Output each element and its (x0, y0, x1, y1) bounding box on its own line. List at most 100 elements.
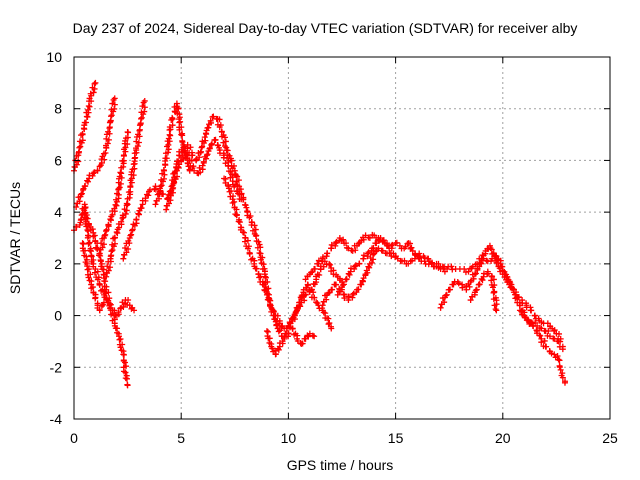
data-point (136, 127, 143, 134)
data-point (108, 112, 115, 119)
data-point (122, 137, 129, 144)
data-point (328, 325, 335, 332)
data-point (364, 250, 371, 257)
data-point (324, 250, 331, 257)
data-point (172, 176, 179, 183)
data-point (94, 245, 101, 252)
data-point (499, 267, 506, 274)
data-point (79, 137, 86, 144)
data-point (109, 247, 116, 254)
data-point (85, 109, 92, 116)
data-point (112, 201, 119, 208)
data-point (319, 302, 326, 309)
data-point (366, 264, 373, 271)
data-point (121, 351, 128, 358)
data-point (158, 182, 165, 189)
data-point (253, 238, 260, 245)
data-point (336, 275, 343, 282)
data-point (421, 254, 428, 261)
data-point (184, 160, 191, 167)
data-point (233, 212, 240, 219)
data-point (165, 200, 172, 207)
data-point (212, 137, 219, 144)
data-point (167, 197, 174, 204)
series-arc-e (81, 214, 131, 389)
data-point (106, 125, 113, 132)
data-point (489, 255, 496, 262)
data-point (85, 240, 92, 247)
data-point (178, 131, 185, 138)
data-point (442, 292, 449, 299)
data-point (315, 257, 322, 264)
data-point (82, 182, 89, 189)
data-point (99, 244, 106, 251)
data-point (269, 306, 276, 313)
data-point (474, 266, 481, 273)
data-point (538, 325, 545, 332)
data-point (537, 332, 544, 339)
data-point (333, 238, 340, 245)
data-point (86, 103, 93, 110)
data-point (187, 144, 194, 151)
data-point (461, 266, 468, 273)
data-point (111, 240, 118, 247)
data-point (369, 251, 376, 258)
data-point (341, 295, 348, 302)
data-point (556, 330, 563, 337)
data-point (152, 201, 159, 208)
data-point (128, 169, 135, 176)
data-point (506, 281, 513, 288)
data-point (169, 122, 176, 129)
data-point (441, 268, 448, 275)
data-point (101, 283, 108, 290)
data-point (75, 158, 82, 165)
data-point (103, 228, 110, 235)
data-point (543, 343, 550, 350)
data-point (85, 274, 92, 281)
data-point (91, 232, 98, 239)
data-point (165, 135, 172, 142)
y-tick-label: -4 (50, 411, 63, 427)
data-point (257, 256, 264, 263)
data-point (265, 335, 272, 342)
x-tick-label: 10 (281, 430, 297, 446)
data-point (123, 375, 130, 382)
data-point (169, 177, 176, 184)
data-point (443, 291, 450, 298)
data-point (352, 262, 359, 269)
data-point (311, 333, 318, 340)
data-point (76, 138, 83, 145)
data-point (351, 263, 358, 270)
data-point (173, 158, 180, 165)
data-point (340, 236, 347, 243)
data-point (450, 281, 457, 288)
data-point (85, 178, 92, 185)
data-point (244, 237, 251, 244)
data-point (311, 265, 318, 272)
data-point (559, 346, 566, 353)
data-point (134, 143, 141, 150)
data-point (252, 265, 259, 272)
data-point (96, 306, 103, 313)
series-arc-k (221, 175, 335, 332)
data-point (107, 305, 114, 312)
data-point (343, 276, 350, 283)
data-point (333, 281, 340, 288)
data-point (169, 114, 176, 121)
data-point (108, 106, 115, 113)
data-point (488, 277, 495, 284)
data-point (241, 238, 248, 245)
data-point (87, 271, 94, 278)
data-point (122, 369, 129, 376)
data-point (102, 290, 109, 297)
data-point (118, 170, 125, 177)
data-point (350, 290, 357, 297)
data-point (522, 314, 529, 321)
data-point (124, 128, 131, 135)
data-point (455, 280, 462, 287)
data-point (375, 245, 382, 252)
data-point (131, 155, 138, 162)
data-point (448, 263, 455, 270)
data-point (127, 184, 134, 191)
